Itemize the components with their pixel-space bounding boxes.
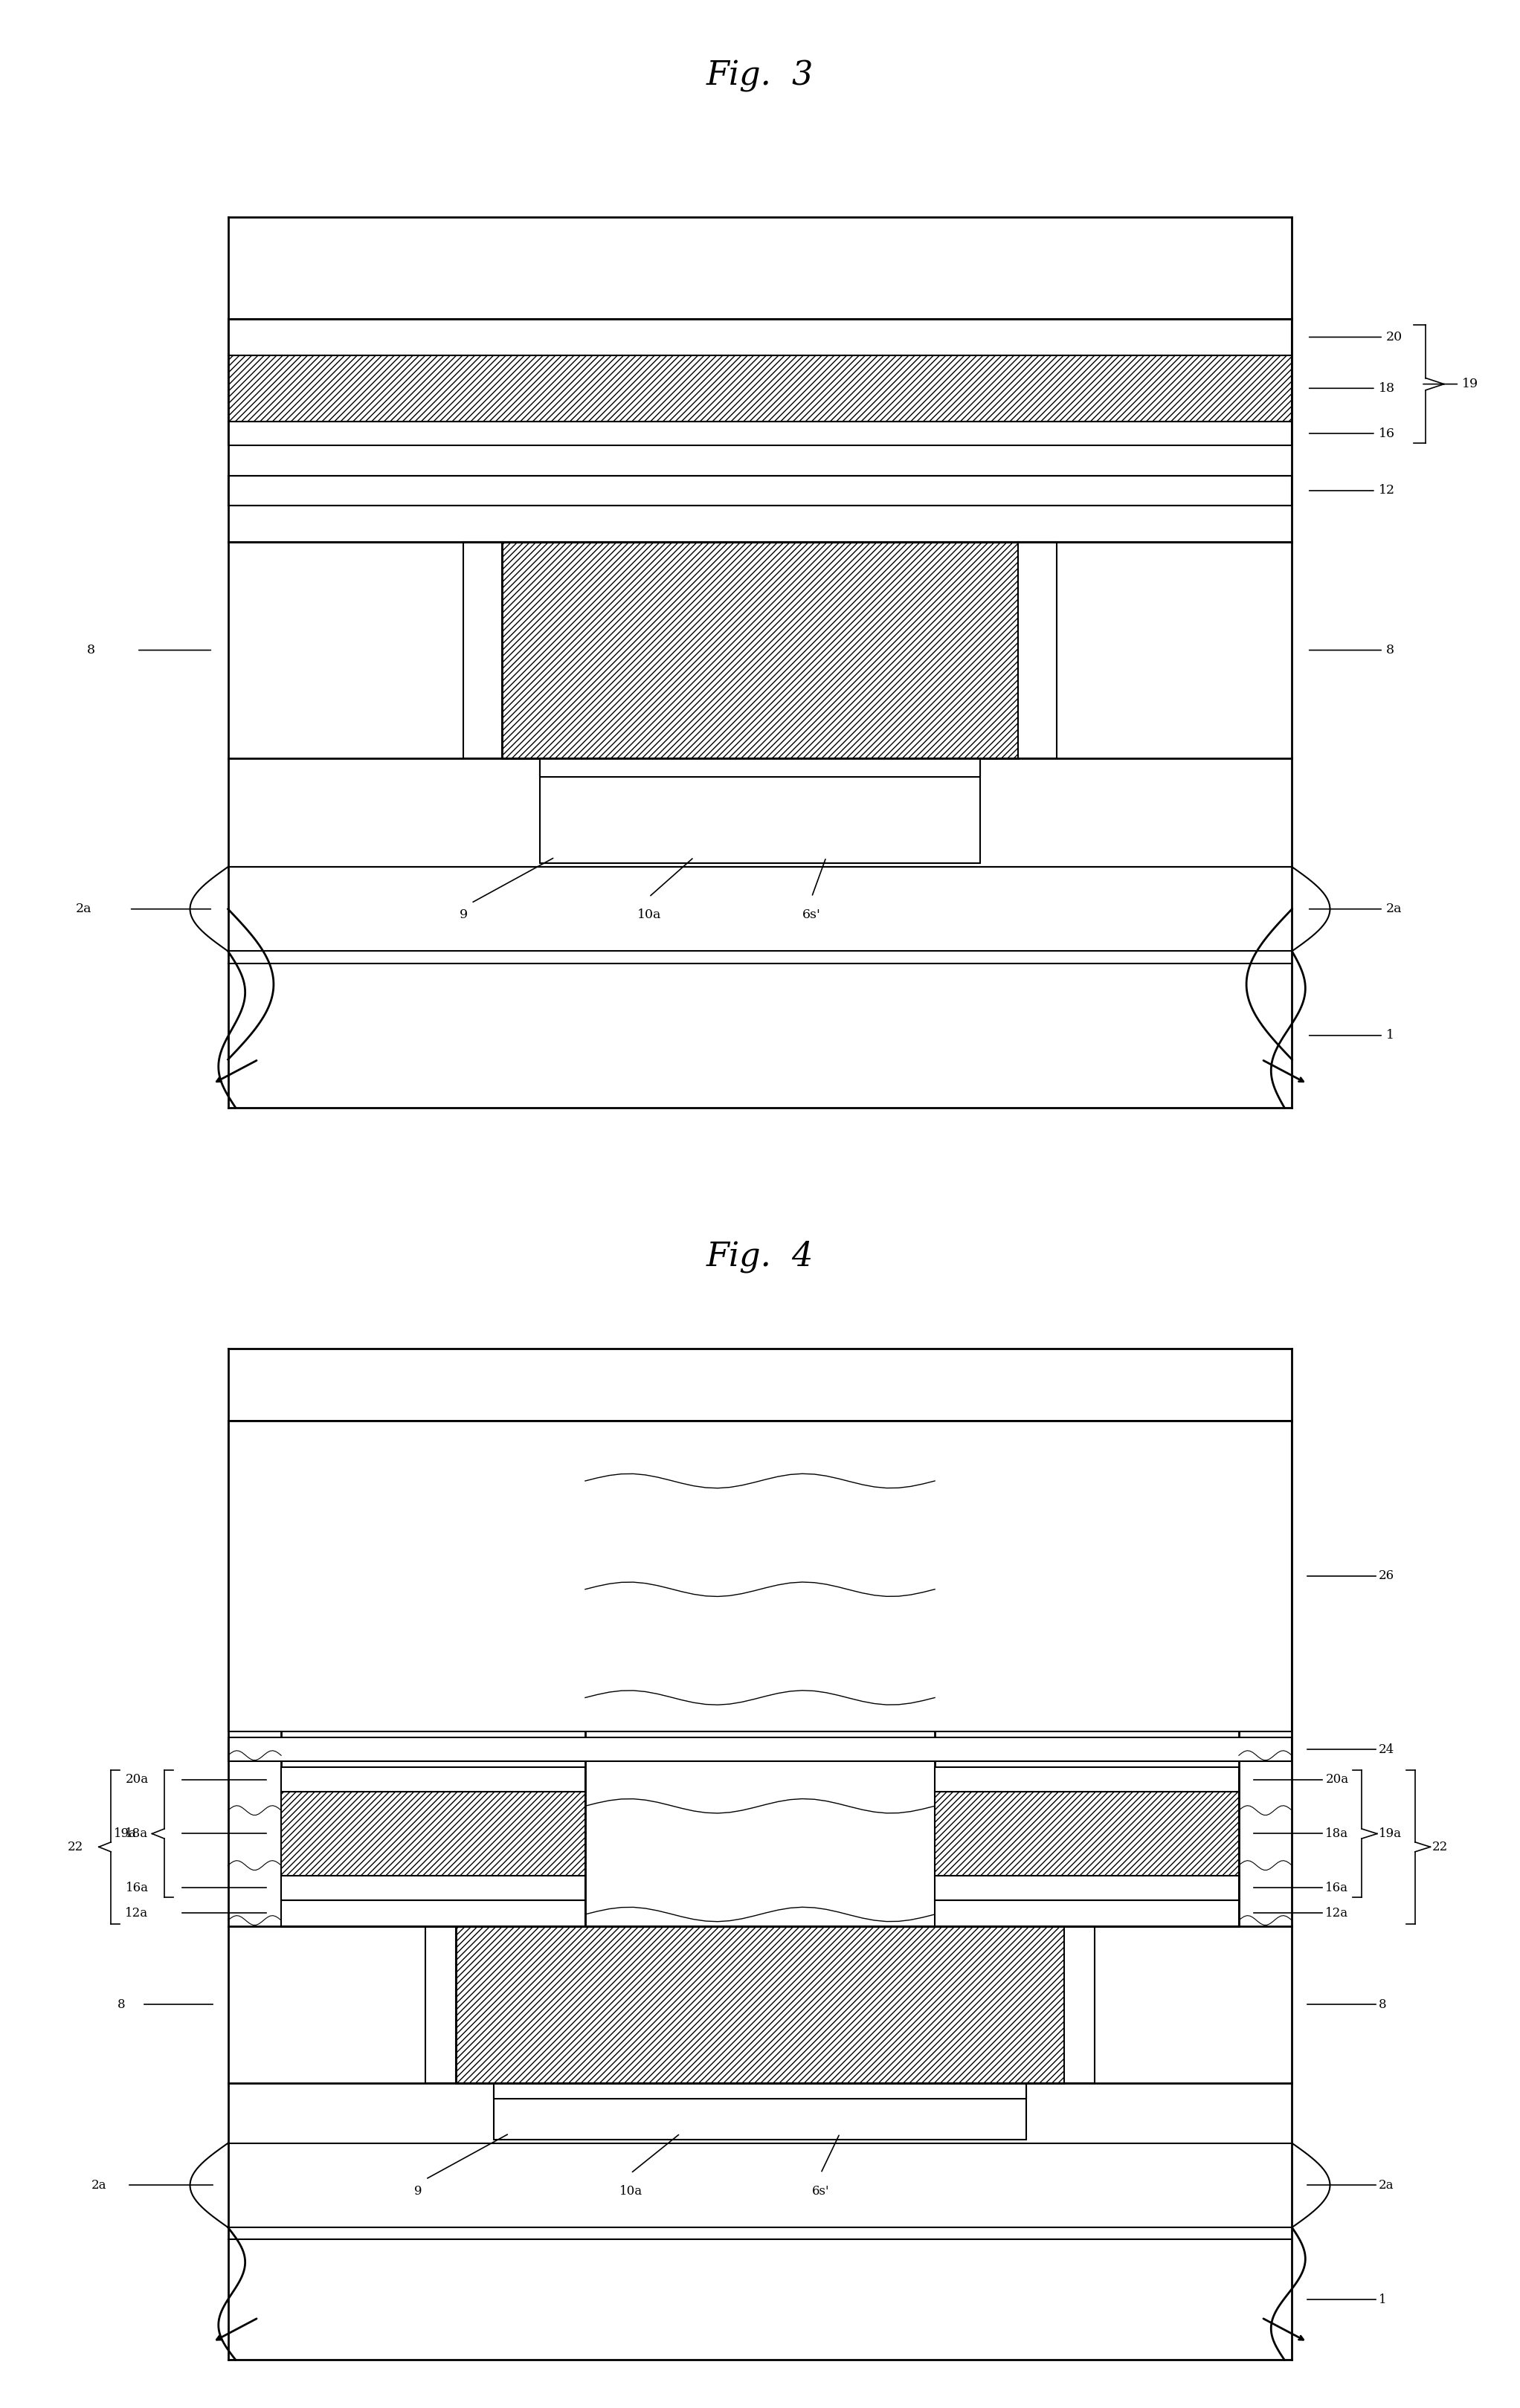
Text: 2a: 2a: [1386, 903, 1403, 915]
Text: 18: 18: [1379, 383, 1395, 395]
Bar: [228, 354, 1292, 421]
Bar: [456, 1926, 1064, 2083]
Text: 8: 8: [1379, 1999, 1386, 2011]
Bar: [228, 318, 1292, 354]
Text: 8: 8: [117, 1999, 126, 2011]
Text: 10a: 10a: [637, 908, 661, 922]
Text: 2a: 2a: [1379, 2179, 1394, 2191]
Text: 12a: 12a: [125, 1907, 149, 1919]
Bar: [935, 1792, 1239, 1876]
Bar: [228, 1421, 1292, 1731]
Text: 8: 8: [1386, 643, 1394, 657]
Text: 20a: 20a: [1325, 1772, 1348, 1787]
Bar: [228, 421, 1292, 445]
Text: 12a: 12a: [1325, 1907, 1348, 1919]
Bar: [494, 2083, 1026, 2138]
Text: 20a: 20a: [125, 1772, 149, 1787]
Text: 20: 20: [1386, 330, 1403, 344]
Text: 16a: 16a: [125, 1881, 149, 1895]
Text: 8: 8: [87, 643, 96, 657]
Bar: [456, 1926, 1064, 2083]
Bar: [281, 1792, 585, 1876]
Bar: [935, 1876, 1239, 1900]
Bar: [1064, 1926, 1094, 2083]
Bar: [1018, 542, 1056, 759]
Text: 19a: 19a: [1379, 1828, 1401, 1840]
Bar: [228, 951, 1292, 1108]
Bar: [281, 1900, 585, 1926]
Text: 9: 9: [413, 2184, 423, 2199]
Text: 22: 22: [1432, 1840, 1447, 1854]
Text: 6s': 6s': [812, 2184, 830, 2199]
Text: 16a: 16a: [1325, 1881, 1348, 1895]
Text: 26: 26: [1379, 1570, 1394, 1582]
Bar: [935, 1421, 1239, 1926]
Text: Fig.  4: Fig. 4: [707, 1240, 813, 1271]
Text: 24: 24: [1379, 1743, 1394, 1755]
Text: 18a: 18a: [1325, 1828, 1348, 1840]
Bar: [494, 2083, 1026, 2097]
Bar: [228, 1739, 1292, 1763]
Text: 10a: 10a: [619, 2184, 643, 2199]
Bar: [935, 1900, 1239, 1926]
Bar: [502, 542, 1018, 759]
Bar: [228, 903, 1292, 1108]
Bar: [540, 759, 980, 775]
Bar: [228, 542, 1292, 759]
Bar: [228, 759, 1292, 867]
Text: 12: 12: [1379, 484, 1395, 496]
Bar: [281, 1421, 585, 1926]
Text: Fig.  3: Fig. 3: [707, 60, 813, 92]
Text: 2a: 2a: [76, 903, 91, 915]
Bar: [464, 542, 502, 759]
Bar: [281, 1767, 585, 1792]
Text: 1: 1: [1386, 1028, 1394, 1043]
Bar: [228, 477, 1292, 506]
Bar: [540, 759, 980, 864]
Text: 1: 1: [1379, 2292, 1386, 2307]
Text: 22: 22: [68, 1840, 84, 1854]
Text: 18a: 18a: [125, 1828, 149, 1840]
Bar: [426, 1926, 456, 2083]
Text: 6s': 6s': [803, 908, 821, 922]
Text: 2a: 2a: [91, 2179, 106, 2191]
Text: 16: 16: [1379, 426, 1395, 441]
Text: 9: 9: [459, 908, 468, 922]
Text: 19a: 19a: [114, 1828, 137, 1840]
Bar: [935, 1767, 1239, 1792]
Bar: [502, 542, 1018, 759]
Bar: [228, 903, 1292, 1108]
Bar: [281, 1876, 585, 1900]
Text: 19: 19: [1462, 378, 1479, 390]
